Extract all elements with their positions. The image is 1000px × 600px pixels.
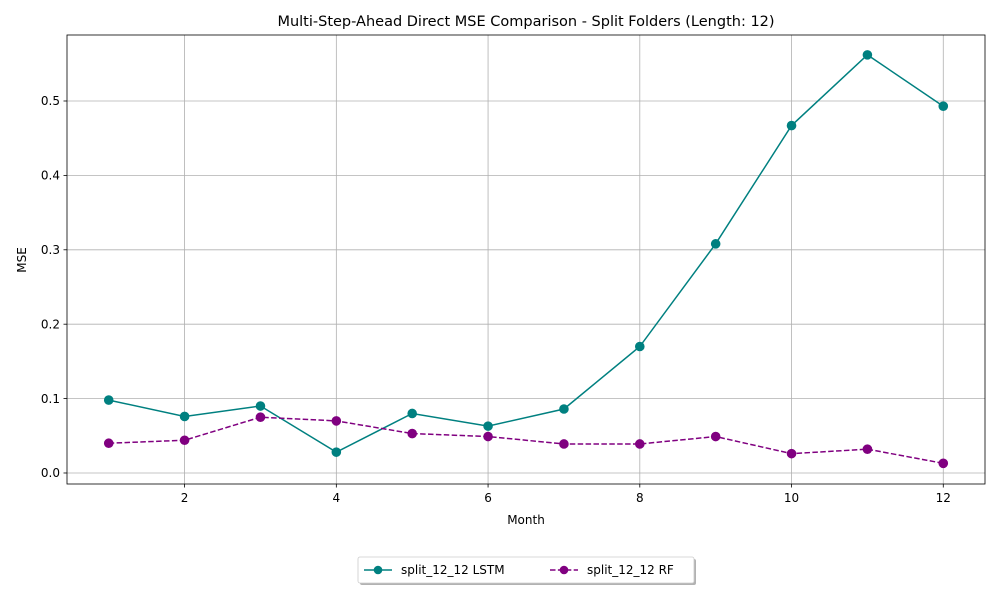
x-tick-label: 6 [484, 491, 492, 505]
data-point [179, 411, 190, 422]
data-point [483, 421, 493, 431]
x-tick-label: 8 [636, 491, 644, 505]
series-line [108, 416, 944, 465]
x-axis-label: Month [507, 513, 545, 527]
axes-layer: 2 4 6 8 10 12 0.0 0.1 0.2 0.3 0.4 0.5 [41, 34, 986, 505]
data-point [862, 50, 873, 60]
data-point [255, 412, 266, 422]
legend-box [357, 556, 695, 584]
data-point [635, 341, 645, 352]
data-point [103, 438, 114, 449]
plot-frame [66, 34, 986, 485]
data-point [938, 101, 949, 112]
series-layer [103, 50, 949, 469]
legend-marker-2 [559, 565, 569, 575]
data-point [862, 444, 873, 454]
data-point [559, 404, 569, 414]
series-2 [103, 412, 949, 469]
series-1 [103, 50, 949, 457]
y-tick-label: 0.4 [41, 169, 60, 183]
data-point [407, 428, 417, 439]
legend-marker-1 [373, 565, 383, 575]
legend-label-1: split_12_12 LSTM [401, 563, 505, 577]
data-point [179, 435, 190, 446]
x-tick-label: 10 [784, 491, 799, 505]
x-tick-label: 4 [333, 491, 341, 505]
data-point [635, 439, 645, 449]
y-tick-label: 0.0 [41, 466, 60, 480]
y-tick-label: 0.2 [41, 317, 60, 331]
chart-title: Multi-Step-Ahead Direct MSE Comparison -… [277, 14, 774, 30]
data-point [786, 448, 797, 459]
data-point [255, 401, 266, 411]
legend: split_12_12 LSTM split_12_12 RF [357, 556, 696, 585]
legend-label-2: split_12_12 RF [587, 563, 674, 577]
y-axis-label: MSE [15, 247, 29, 273]
data-point [103, 395, 114, 405]
x-tick-label: 12 [936, 491, 951, 505]
data-point [483, 431, 493, 442]
y-tick-label: 0.5 [41, 94, 60, 108]
x-tick-label: 2 [181, 491, 189, 505]
data-point [710, 239, 721, 249]
data-point [710, 431, 721, 442]
data-point [331, 447, 342, 457]
y-tick-label: 0.1 [41, 392, 60, 406]
data-point [786, 120, 797, 131]
data-point [559, 439, 569, 449]
data-point [331, 416, 342, 426]
series-line [108, 53, 944, 454]
y-tick-label: 0.3 [41, 243, 60, 257]
data-point [407, 408, 417, 419]
data-point [938, 458, 949, 469]
